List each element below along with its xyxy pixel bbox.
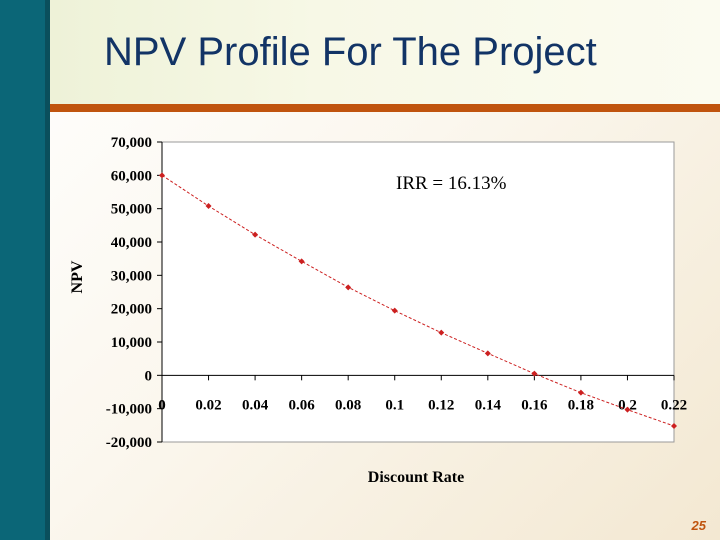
x-tick-label: 0.22 bbox=[661, 397, 687, 413]
y-axis-ticks: 70,000 60,000 50,000 40,000 30,000 20,000 10,0… bbox=[106, 135, 162, 451]
data-point bbox=[252, 231, 259, 238]
data-point bbox=[298, 258, 305, 265]
slide-title: NPV Profile For The Project bbox=[104, 30, 597, 74]
data-point bbox=[531, 370, 538, 377]
y-tick-label: 20,000 bbox=[111, 302, 152, 318]
title-rule bbox=[50, 104, 720, 112]
title-band bbox=[50, 0, 720, 104]
data-point bbox=[345, 284, 352, 291]
x-tick-label: 0 bbox=[158, 397, 166, 413]
data-point bbox=[205, 203, 212, 209]
series-layer bbox=[159, 172, 677, 429]
y-tick-label: 30,000 bbox=[111, 268, 152, 284]
data-point bbox=[438, 329, 445, 336]
x-tick-label: 0.06 bbox=[289, 397, 316, 413]
data-point bbox=[484, 350, 491, 357]
y-tick-label: 50,000 bbox=[111, 202, 152, 218]
plot-frame bbox=[161, 141, 675, 443]
series-line bbox=[161, 174, 675, 427]
sidebar-edge bbox=[45, 0, 50, 540]
x-axis-ticks: 0 0.02 0.04 0.06 0.08 0.1 0.12 0.14 0.16 0.18 0.2 0… bbox=[158, 375, 687, 413]
plot-area bbox=[161, 141, 675, 443]
x-tick-label: 0.02 bbox=[195, 397, 221, 413]
sidebar-band bbox=[0, 0, 45, 540]
data-point bbox=[624, 406, 631, 413]
data-point bbox=[671, 423, 677, 429]
y-tick-label: 70,000 bbox=[111, 135, 152, 151]
y-tick-label: 60,000 bbox=[111, 168, 152, 184]
npv-chart: 70,000 60,000 50,000 40,000 30,000 20,000 10,0… bbox=[69, 135, 687, 486]
y-tick-label: 40,000 bbox=[111, 235, 152, 251]
x-tick-label: 0.18 bbox=[568, 397, 594, 413]
y-tick-label: 0 bbox=[145, 368, 153, 384]
data-point bbox=[577, 389, 584, 396]
y-tick-label: -20,000 bbox=[106, 435, 152, 451]
page-number: 25 bbox=[691, 518, 706, 533]
x-tick-label: 0.14 bbox=[475, 397, 502, 413]
x-tick-label: 0.04 bbox=[242, 397, 269, 413]
x-tick-label: 0.08 bbox=[335, 397, 361, 413]
x-axis-label: Discount Rate bbox=[368, 469, 464, 486]
x-tick-label: 0.16 bbox=[521, 397, 548, 413]
data-point bbox=[391, 307, 398, 314]
x-tick-label: 0.12 bbox=[428, 397, 454, 413]
y-tick-label: -10,000 bbox=[106, 402, 152, 418]
y-axis-label: NPV bbox=[69, 260, 86, 293]
x-tick-label: 0.2 bbox=[618, 397, 637, 413]
irr-annotation: IRR = 16.13% bbox=[396, 173, 507, 194]
x-tick-label: 0.1 bbox=[385, 397, 404, 413]
y-tick-label: 10,000 bbox=[111, 335, 152, 351]
